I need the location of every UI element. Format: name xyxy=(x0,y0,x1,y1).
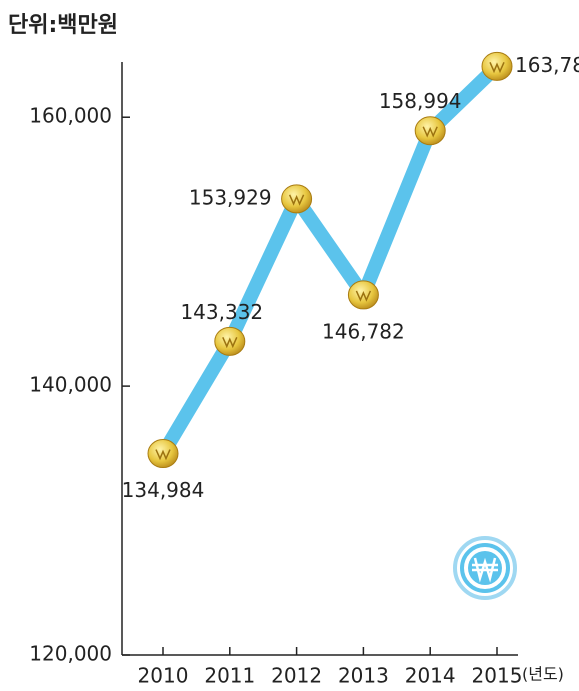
y-tick-label: 140,000 xyxy=(29,373,112,397)
coin xyxy=(347,280,379,310)
data-label: 143,332 xyxy=(180,300,263,324)
data-label: 163,785 xyxy=(515,53,579,77)
chart-title: 단위:백만원 xyxy=(8,13,118,38)
x-tick-label: 2010 xyxy=(138,664,189,688)
coin xyxy=(414,116,446,146)
data-label: 134,984 xyxy=(122,478,205,502)
coin xyxy=(481,51,513,81)
coin xyxy=(147,439,179,469)
x-tick-label: 2014 xyxy=(405,664,456,688)
data-label: 153,929 xyxy=(189,185,272,209)
data-label: 158,994 xyxy=(379,89,462,113)
x-tick-label: 2012 xyxy=(271,664,322,688)
coin-body xyxy=(481,51,513,81)
y-tick-label: 160,000 xyxy=(29,104,112,128)
coin-body xyxy=(347,280,379,310)
data-label: 146,782 xyxy=(322,319,405,343)
x-tick-label: 2011 xyxy=(204,664,255,688)
coin-sign xyxy=(422,126,438,138)
coin xyxy=(214,326,246,356)
coin-sign xyxy=(288,194,305,206)
x-tick-label: 2015 xyxy=(472,664,523,688)
coin-sign xyxy=(155,449,171,461)
coin-sign xyxy=(222,337,238,349)
coin-sign xyxy=(355,290,372,302)
coin xyxy=(281,184,313,214)
line xyxy=(156,61,502,458)
x-unit: (년도) xyxy=(522,665,564,684)
coin-body xyxy=(214,326,246,356)
coin-body xyxy=(281,184,313,214)
coin-sign xyxy=(489,62,505,74)
y-tick-label: 120,000 xyxy=(29,642,112,666)
coin-body xyxy=(414,116,446,146)
coin-body xyxy=(147,439,179,469)
won-icon xyxy=(453,536,517,600)
x-tick-label: 2013 xyxy=(338,664,389,688)
